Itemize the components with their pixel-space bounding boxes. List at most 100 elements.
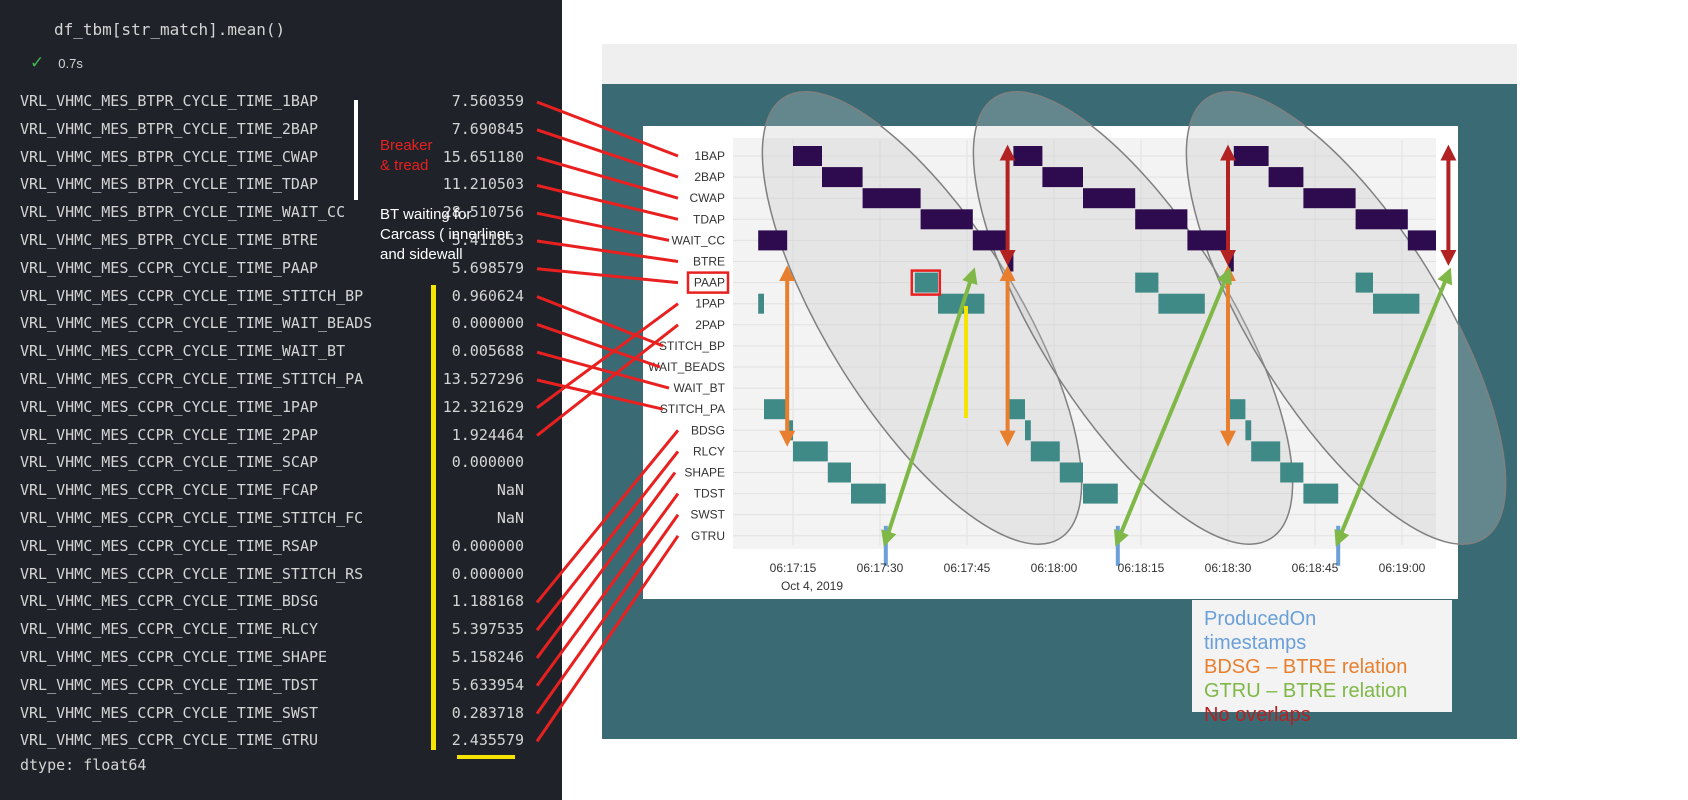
x-tick-labels: 06:17:15 06:17:30 06:17:45 06:18:00 06:18:15… xyxy=(770,561,1426,575)
gantt-bar-1bap xyxy=(793,146,822,166)
output-row-name: VRL_VHMC_MES_CCPR_CYCLE_TIME_STITCH_PA xyxy=(20,370,364,388)
connector-1pap xyxy=(536,302,679,410)
output-row-value: 5.411853 xyxy=(451,231,524,249)
breaker-annotation-line1: Breaker xyxy=(380,137,433,154)
y-label-paap: PAAP xyxy=(694,276,725,290)
breaker-annotation-line2: & tread xyxy=(380,157,429,174)
connector-shape xyxy=(535,471,677,659)
connector-stitch_bp xyxy=(536,295,664,348)
gantt-bar-cwap xyxy=(1303,188,1356,209)
check-icon: ✓ xyxy=(30,53,45,72)
legend-no-overlap: No overlaps xyxy=(1204,704,1311,726)
output-row: VRL_VHMC_MES_CCPR_CYCLE_TIME_FCAP NaN xyxy=(20,481,540,503)
gantt-bar-tdap xyxy=(920,209,973,230)
legend-bdsg: BDSG – BTRE relation xyxy=(1204,656,1408,678)
gantt-bar-2bap xyxy=(1042,167,1083,188)
y-label-rlcy: RLCY xyxy=(693,444,725,458)
output-row: VRL_VHMC_MES_CCPR_CYCLE_TIME_TDST 5.63395… xyxy=(20,676,540,698)
y-label-btre: BTRE xyxy=(693,255,725,269)
output-row-value: 12.321629 xyxy=(442,397,524,416)
connector-stitch_pa xyxy=(536,378,664,411)
x-tick-label: 06:17:15 xyxy=(770,561,817,575)
output-row: VRL_VHMC_MES_BTPR_CYCLE_TIME_1BAP 7.56035… xyxy=(20,92,540,114)
output-row-value: 15.651180 xyxy=(442,147,524,166)
output-row-value: 1.188168 xyxy=(451,592,524,611)
y-label-swst: SWST xyxy=(690,508,725,522)
output-row-value: 2.435579 xyxy=(451,731,524,750)
y-label-2pap: 2PAP xyxy=(695,318,725,332)
connector-wait_cc xyxy=(536,211,670,242)
output-row-value: 5.158246 xyxy=(451,648,524,666)
output-row-name: VRL_VHMC_MES_CCPR_CYCLE_TIME_RSAP xyxy=(20,536,319,555)
x-tick-label: 06:17:30 xyxy=(857,561,904,575)
execution-time: 0.7s xyxy=(58,56,83,71)
output-row: VRL_VHMC_MES_CCPR_CYCLE_TIME_RLCY 5.39753… xyxy=(20,620,540,642)
gantt-bar-2bap xyxy=(822,167,863,188)
output-row: VRL_VHMC_MES_CCPR_CYCLE_TIME_GTRU 2.43557… xyxy=(20,731,540,753)
gtru-btre-arrow xyxy=(1114,267,1232,547)
legend-produced-on-2: timestamps xyxy=(1204,632,1307,654)
output-row: VRL_VHMC_MES_CCPR_CYCLE_TIME_WAIT_BT 0.00… xyxy=(20,342,540,364)
x-tick-label: 06:18:45 xyxy=(1292,561,1339,575)
output-row-value: 7.560359 xyxy=(451,92,524,110)
y-label-wait_bt: WAIT_BT xyxy=(673,381,725,395)
y-label-shape: SHAPE xyxy=(684,466,725,480)
output-row-name: VRL_VHMC_MES_CCPR_CYCLE_TIME_TDST xyxy=(20,675,319,694)
output-row-name: VRL_VHMC_MES_CCPR_CYCLE_TIME_STITCH_RS xyxy=(20,564,364,583)
gantt-bar-wait_cc xyxy=(972,230,1008,251)
y-label-2bap: 2BAP xyxy=(694,170,725,184)
execution-status: ✓ 0.7s xyxy=(30,53,83,73)
breaker-bracket xyxy=(354,100,358,200)
output-row-name: VRL_VHMC_MES_CCPR_CYCLE_TIME_WAIT_BEADS xyxy=(20,314,373,333)
connector-btre xyxy=(536,239,679,263)
output-row-value: 28.510756 xyxy=(442,203,524,222)
y-label-cwap: CWAP xyxy=(689,191,725,205)
bt-annotation-line1: BT waiting for xyxy=(380,206,472,223)
output-row-value: 0.000000 xyxy=(451,564,524,583)
y-label-1pap: 1PAP xyxy=(695,297,725,311)
legend: ProducedOn timestamps BDSG – BTRE relati… xyxy=(1192,600,1452,726)
bt-annotation-line3: and sidewall xyxy=(380,246,463,263)
gantt-bar-1bap xyxy=(1233,146,1269,166)
carcass-bracket xyxy=(431,285,436,750)
gantt-bar-rlcy xyxy=(1030,441,1060,462)
output-row-name: VRL_VHMC_MES_CCPR_CYCLE_TIME_BDSG xyxy=(20,592,319,611)
y-label-bdsg: BDSG xyxy=(691,423,725,437)
output-row: VRL_VHMC_MES_BTPR_CYCLE_TIME_WAIT_CC 28.5… xyxy=(20,203,540,225)
output-row-name: VRL_VHMC_MES_CCPR_CYCLE_TIME_RLCY xyxy=(20,620,319,639)
gantt-bar-cwap xyxy=(862,188,921,209)
gtru-btre-arrow xyxy=(881,267,978,547)
output-row-value: NaN xyxy=(496,509,524,527)
output-row: VRL_VHMC_MES_CCPR_CYCLE_TIME_2PAP 1.92446… xyxy=(20,426,540,448)
gantt-bar-tdap xyxy=(1135,209,1188,230)
output-row-value: 5.633954 xyxy=(451,675,524,694)
y-label-1bap: 1BAP xyxy=(694,149,725,163)
output-row: VRL_VHMC_MES_BTPR_CYCLE_TIME_CWAP 15.6511… xyxy=(20,148,540,170)
gantt-bar-wait_cc xyxy=(1187,230,1228,251)
connector-2pap xyxy=(536,323,679,437)
output-row: VRL_VHMC_MES_CCPR_CYCLE_TIME_WAIT_BEADS 0… xyxy=(20,314,540,336)
y-label-tdap: TDAP xyxy=(693,212,725,226)
output-row: VRL_VHMC_MES_CCPR_CYCLE_TIME_SWST 0.28371… xyxy=(20,704,540,726)
y-label-wait_cc: WAIT_CC xyxy=(671,233,725,247)
code-cell[interactable]: df_tbm[str_match].mean() xyxy=(54,20,286,39)
paap-highlight xyxy=(686,271,730,294)
gantt-bar-wait_cc xyxy=(758,230,788,251)
x-tick-label: 06:19:00 xyxy=(1379,561,1426,575)
output-row: VRL_VHMC_MES_CCPR_CYCLE_TIME_SHAPE 5.1582… xyxy=(20,648,540,670)
connector-swst xyxy=(535,513,680,715)
output-row-value: 0.000000 xyxy=(451,314,524,333)
output-row-name: VRL_VHMC_MES_BTPR_CYCLE_TIME_WAIT_CC xyxy=(20,203,346,222)
x-tick-label: 06:18:30 xyxy=(1205,561,1252,575)
output-row-value: 13.527296 xyxy=(442,370,524,388)
output-row-value: 0.000000 xyxy=(451,453,524,472)
gantt-bar-rlcy xyxy=(1251,441,1281,462)
output-row-name: VRL_VHMC_MES_CCPR_CYCLE_TIME_1PAP xyxy=(20,397,319,416)
connector-paap xyxy=(536,267,679,285)
output-row-value: 5.397535 xyxy=(451,620,524,639)
connector-tdap xyxy=(536,183,679,221)
output-row-name: VRL_VHMC_MES_CCPR_CYCLE_TIME_STITCH_FC xyxy=(20,509,364,527)
x-tick-label: 06:18:15 xyxy=(1118,561,1165,575)
gantt-bar-rlcy xyxy=(793,441,828,462)
